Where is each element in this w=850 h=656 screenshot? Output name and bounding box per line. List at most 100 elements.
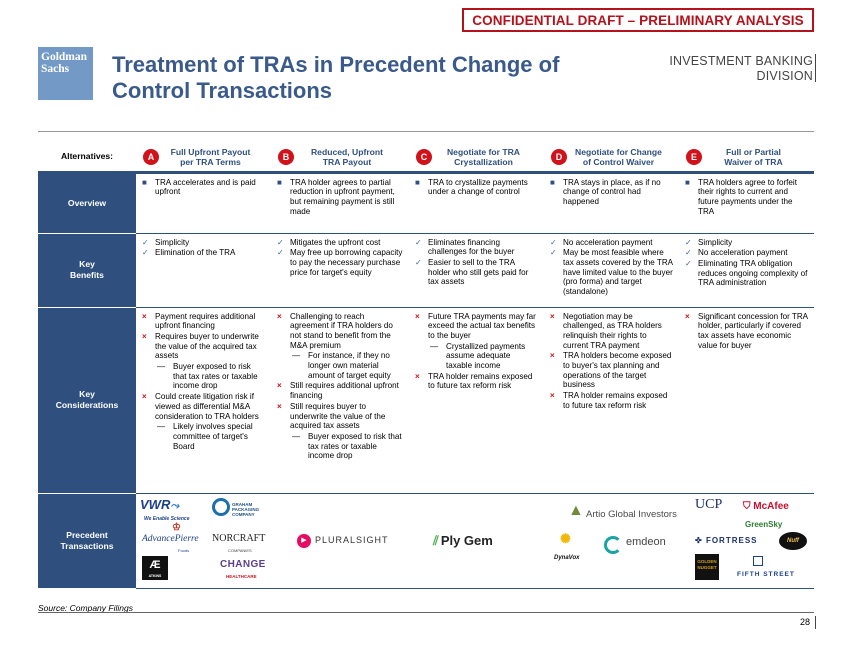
sub-item: — Likely involves special committee of ta… [157,422,253,451]
goldman-sachs-logo: Goldman Sachs [38,47,93,100]
logo-line-2: Sachs [41,63,70,75]
list-item: × TRA holder remains exposed to future ta… [415,371,533,391]
division-divider [815,54,816,82]
overview-cell-a: ■ TRA accelerates and is paid upfront [136,172,271,234]
list-item: ■ TRA to crystallize payments under a cha… [415,177,528,197]
greensky-logo: GreenSky [745,519,783,529]
plygem-logo: ⫽ Ply Gem [433,532,493,548]
precedents-cell-b: ▶ PLURALSIGHT [271,493,409,589]
column-b-line-1: Reduced, Upfront [310,147,384,158]
considerations-row: Key Considerations × Payment requires addi… [38,307,814,494]
benefits-cell-b: ✓ Mitigates the upfront cost ✓ May free up… [271,233,409,308]
swoosh-icon: ⤳ [170,499,180,512]
check-icon: ✓ [142,248,149,258]
norcraft-sub: COMPANIES [228,547,252,553]
list-item: × Challenging to reach agreement if TRA h… [275,312,403,381]
check-icon: ✓ [277,237,284,247]
list-item: × Still requires additional upfront finan… [277,381,399,401]
list-item: ■ TRA holders agree to forfeit their righ… [685,177,797,216]
list-item: ✓ Mitigates the upfront cost [277,237,381,247]
x-mark-icon: × [142,331,147,341]
artio-mark-icon: ▲ [568,501,584,519]
list-item: ✓ Easier to sell to the TRA holder who st… [415,257,529,287]
square-bullet-icon: ■ [415,177,420,187]
list-item: ✓ May free up borrowing capacity to pay t… [277,248,403,277]
precedents-row: Precedent Transactions VWR⤳ We Enable Sci… [38,493,814,589]
column-a-line-1: Full Upfront Payout [170,147,251,158]
check-icon: ✓ [550,248,557,258]
benefits-row: Key Benefits ✓ Simplicity ✓ Elimination of … [38,233,814,308]
sub-item: — Buyer exposed to risk that tax rates or… [157,362,258,391]
check-icon: ✓ [415,237,422,247]
graham-packaging-logo: GRAHAM PACKAGING COMPANY [232,501,260,517]
dash-icon: — [292,351,301,361]
list-item: ✓ Simplicity [685,237,733,247]
overview-row: Overview ■ TRA accelerates and is paid up… [38,172,814,234]
square-bullet-icon: ■ [550,177,555,187]
mcafee-logo: ⛉ McAfee [743,500,789,512]
list-item: ✓ Eliminating TRA obligation reduces ongo… [685,258,808,288]
list-item: ■ TRA accelerates and is paid upfront [142,177,256,197]
advancepierre-chef-icon: ♔ [172,521,181,533]
list-item: × Future TRA payments may far exceed the … [413,312,538,371]
change-healthcare-sub: HEALTHCARE [226,573,257,579]
overview-cell-b: ■ TRA holder agrees to partial reduction … [271,172,409,234]
change-healthcare-logo: CHANGE [220,558,266,570]
list-item: ✓ No acceleration payment [550,237,653,247]
page-title: Treatment of TRAs in Precedent Change of… [112,52,560,103]
x-mark-icon: × [550,351,555,361]
page-number-divider [815,616,816,629]
advancepierre-sub: Foods [178,547,190,553]
golden-nugget-logo: GOLDEN NUGGET [695,553,719,580]
check-icon: ✓ [142,237,149,247]
x-mark-icon: × [142,311,147,321]
badge-c: C [416,149,432,166]
column-c-line-1: Negotiate for TRA [446,147,521,158]
column-header-c: C Negotiate for TRA Crystallization [409,144,544,174]
column-d-line-2: of Control Waiver [582,157,655,168]
sub-item: — Buyer exposed to risk that tax rates or… [292,431,402,461]
check-icon: ✓ [685,258,692,268]
column-b-line-2: TRA Payout [322,157,372,168]
benefits-cell-d: ✓ No acceleration payment ✓ May be most fe… [544,233,679,308]
list-item: ✓ Elimination of the TRA [142,248,236,258]
badge-a: A [143,149,159,166]
x-mark-icon: × [550,391,555,401]
list-item: × Still requires buyer to underwrite the … [277,401,402,461]
column-a-line-2: per TRA Terms [180,157,241,168]
alternatives-header-row: Alternatives: A Full Upfront Payout per T… [38,144,814,174]
sub-item: — Crystallized payments assume adequate t… [430,341,526,371]
fifth-street-logo: FIFTH STREET [737,570,795,578]
check-icon: ✓ [277,248,284,258]
play-icon: ▶ [297,533,311,548]
column-header-a: A Full Upfront Payout per TRA Terms [136,144,271,174]
check-icon: ✓ [415,257,422,267]
dynavox-figure-icon: ✺ [560,530,571,546]
list-item: ■ TRA holder agrees to partial reduction … [277,177,395,216]
x-mark-icon: × [277,401,282,411]
norcraft-logo: NORCRAFT [212,532,266,544]
list-item: × TRA holders become exposed to buyer's t… [550,351,672,390]
overview-cell-d: ■ TRA stays in place, as if no change of … [544,172,679,234]
dynavox-logo: DynaVox [554,554,580,561]
fifth-street-box-icon [753,555,763,566]
overview-cell-c: ■ TRA to crystallize payments under a cha… [409,172,544,234]
benefits-cell-a: ✓ Simplicity ✓ Elimination of the TRA [136,233,271,308]
benefits-cell-e: ✓ Simplicity ✓ No acceleration payment ✓ El… [679,233,814,308]
list-item: ✓ Simplicity [142,237,190,247]
list-item: ■ TRA stays in place, as if no change of … [550,177,661,206]
badge-b: B [278,149,294,166]
fortress-logo: ✜ FORTRESS [695,535,758,545]
list-item: × Payment requires additional upfront fin… [142,311,256,331]
x-mark-icon: × [415,371,420,381]
square-bullet-icon: ■ [277,177,282,187]
column-e-line-1: Full or Partial [726,147,781,158]
vwr-tagline: We Enable Science [144,515,190,522]
benefits-label: Key Benefits [38,233,136,308]
list-item: × Significant concession for TRA holder, … [685,311,808,350]
considerations-label: Key Considerations [38,307,136,494]
precedents-cell-d: ▲ Artio Global Investors ✺ DynaVox emdeo… [544,493,679,589]
nuff-logo: Nuff [779,531,807,550]
plygem-mark-icon: ⫽ [433,532,439,548]
square-bullet-icon: ■ [142,177,147,187]
